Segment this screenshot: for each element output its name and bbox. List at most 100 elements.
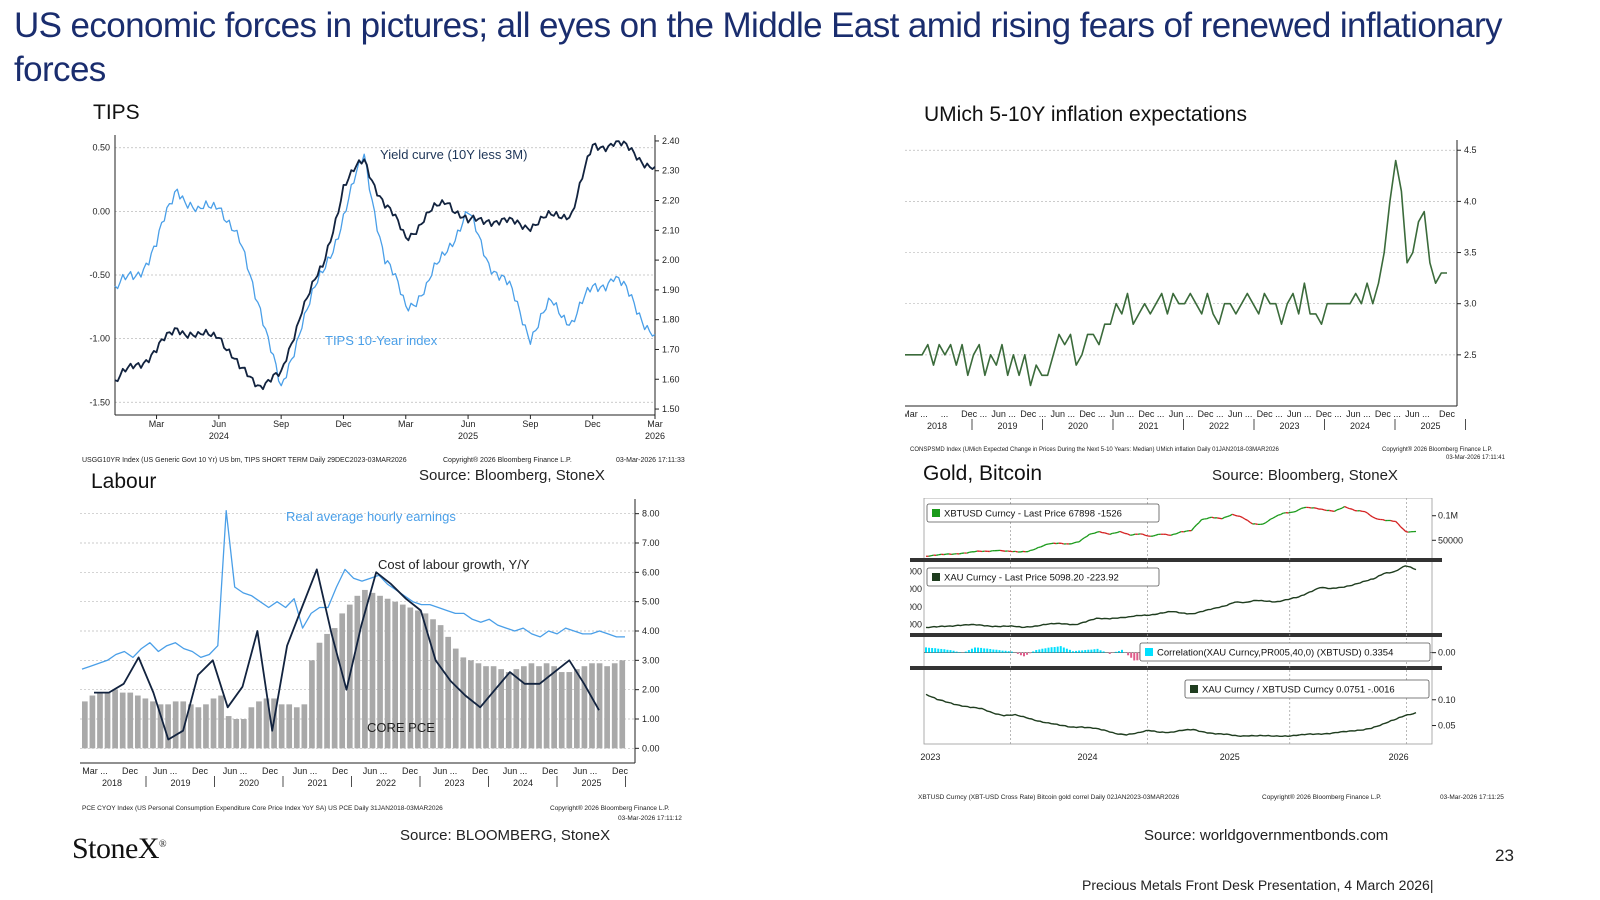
umich-x-year: 2023 — [1279, 421, 1299, 431]
umich-x-tick: Jun ... — [1110, 409, 1135, 419]
core-pce-bar — [377, 595, 383, 749]
tips-left-tick: -1.50 — [89, 397, 110, 407]
btc-price-segment — [1038, 546, 1041, 549]
btc-price-segment — [1278, 513, 1281, 516]
core-pce-bar — [589, 663, 595, 749]
btc-price-segment — [1221, 516, 1225, 520]
labour-x-year: 2025 — [581, 778, 601, 788]
labour-x-tick: Jun ... — [363, 766, 388, 776]
btc-price-segment — [1196, 522, 1200, 526]
umich-x-tick: Dec ... — [1020, 409, 1046, 419]
core-pce-bar — [301, 704, 308, 749]
goldbtc-left-tick: 2000 — [910, 620, 922, 630]
labour-footnote-right: 03-Mar-2026 17:11:12 — [618, 815, 682, 822]
labour-x-tick: Jun ... — [153, 766, 178, 776]
core-pce-bar — [437, 625, 444, 749]
tips-footnote-mid: Copyright® 2026 Bloomberg Finance L.P. — [443, 457, 572, 464]
core-pce-bar — [293, 707, 300, 749]
core-pce-bar — [445, 636, 452, 749]
btc-price-segment — [1094, 531, 1098, 534]
goldbtc-legend-box — [1139, 642, 1431, 662]
btc-price-segment — [1078, 539, 1083, 543]
tips-source: Source: Bloomberg, StoneX — [419, 467, 605, 484]
labour-x-year: 2022 — [376, 778, 396, 788]
core-pce-bar — [339, 613, 346, 749]
btc-price-segment — [1132, 533, 1136, 536]
goldbtc-chart: XBTUSD Curncy - Last Price 67898 -1526 XA… — [910, 498, 1463, 762]
btc-price-segment — [1206, 517, 1210, 520]
umich-x-year: 2024 — [1350, 421, 1370, 431]
btc-price-segment — [1122, 531, 1126, 535]
btc-price-segment — [1249, 521, 1254, 525]
btc-price-segment — [1275, 514, 1279, 518]
umich-x-tick: Jun ... — [1228, 409, 1253, 419]
btc-price-segment — [928, 555, 932, 557]
core-pce-bar — [278, 704, 285, 749]
core-pce-bar — [430, 619, 436, 749]
btc-price-segment — [1300, 507, 1304, 510]
tips-left-tick: 0.00 — [92, 206, 110, 216]
btc-price-segment — [1341, 505, 1345, 509]
core-pce-bar — [521, 666, 527, 749]
btc-price-segment — [1155, 533, 1159, 536]
labour-x-year: 2018 — [102, 778, 122, 788]
labour-source: Source: BLOOMBERG, StoneX — [400, 827, 611, 844]
umich-x-year: 2018 — [927, 421, 947, 431]
umich-x-year: 2020 — [1068, 421, 1088, 431]
btc-price-segment — [1127, 533, 1131, 536]
core-pce-bar — [354, 595, 361, 749]
core-pce-bar — [157, 704, 164, 749]
labour-x-year: 2024 — [513, 778, 533, 788]
tips-title: TIPS — [93, 101, 140, 124]
core-pce-bar — [619, 660, 626, 749]
btc-price-segment — [1170, 533, 1174, 536]
core-pce-bar — [566, 672, 573, 749]
core-pce-bar — [316, 642, 323, 749]
labour-x-tick: Jun ... — [503, 766, 528, 776]
umich-x-tick: Dec ... — [1375, 409, 1401, 419]
tips-x-tick: Mar — [398, 419, 414, 429]
core-pce-bar — [452, 648, 459, 749]
btc-price-segment — [1244, 518, 1248, 521]
goldbtc-left-tick: 5000 — [910, 566, 922, 576]
btc-price-segment — [1198, 519, 1203, 524]
goldbtc-x-year: 2023 — [920, 752, 940, 762]
tips-right-tick: 1.50 — [662, 404, 680, 414]
btc-price-segment — [966, 551, 970, 554]
btc-price-segment — [1344, 505, 1348, 509]
core-pce-bar — [97, 692, 103, 749]
core-pce-bar — [119, 692, 126, 749]
tips-right-tick: 2.20 — [662, 196, 680, 206]
btc-price-segment — [1349, 508, 1353, 510]
btc-price-segment — [1374, 517, 1378, 520]
btc-price-segment — [1040, 545, 1044, 548]
core-pce-bar — [165, 704, 171, 749]
btc-price-segment — [1109, 532, 1113, 536]
yield-curve-line — [114, 140, 656, 391]
core-pce-bar — [104, 692, 111, 749]
core-pce-bar — [468, 660, 474, 749]
btc-price-segment — [1117, 530, 1121, 534]
core-pce-bar — [256, 701, 262, 749]
btc-price-segment — [1107, 533, 1110, 536]
labour-x-tick: Jun ... — [223, 766, 248, 776]
btc-price-segment — [1234, 514, 1238, 517]
labour-chart: 8.00 7.00 6.00 5.00 4.00 3.00 2.00 1.00 0.00 Mar … — [80, 499, 660, 788]
btc-price-segment — [1081, 537, 1085, 541]
btc-price-segment — [1232, 513, 1236, 516]
labour-x-tick: Dec — [542, 766, 559, 776]
goldbtc-pane-separator — [910, 666, 1442, 670]
btc-price-segment — [1027, 549, 1031, 553]
goldbtc-legend-swatch — [932, 573, 940, 581]
labour-right-tick: 7.00 — [642, 538, 660, 548]
umich-x-tick: Dec ... — [1316, 409, 1342, 419]
core-pce-bar — [551, 666, 557, 749]
goldbtc-pane-separator — [910, 633, 1442, 637]
btc-price-segment — [1247, 519, 1251, 523]
btc-price-segment — [1201, 518, 1205, 521]
btc-price-segment — [1346, 507, 1350, 510]
btc-price-segment — [1382, 519, 1386, 522]
umich-x-tick: Dec ... — [1138, 409, 1164, 419]
goldbtc-footnote-right: 03-Mar-2026 17:11:25 — [1440, 794, 1504, 801]
core-pce-bar — [604, 666, 610, 749]
